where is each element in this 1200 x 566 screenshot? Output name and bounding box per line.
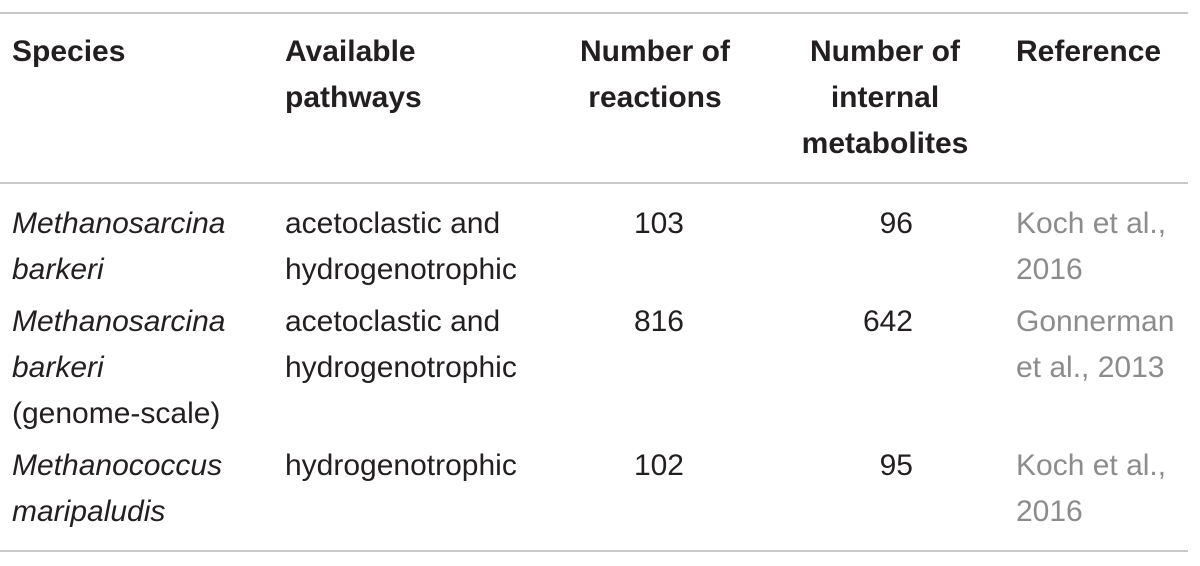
row-1-species-line-2: barkeri bbox=[12, 253, 104, 286]
row-2-species-line-1: Methanosarcina bbox=[12, 305, 226, 338]
row-1-reference-line-2: 2016 bbox=[1016, 253, 1083, 286]
row-3-species: Methanococcus maripaludis bbox=[12, 443, 222, 535]
row-2-species-note: (genome-scale) bbox=[12, 397, 221, 430]
row-3-pathways-line-1: hydrogenotrophic bbox=[285, 449, 517, 482]
row-1-pathways-line-1: acetoclastic and bbox=[285, 207, 501, 240]
row-2-reference-line-1: Gonnerman bbox=[1016, 305, 1175, 338]
row-1-reactions: 103 bbox=[633, 207, 684, 240]
row-3-metabolites: 95 bbox=[879, 449, 913, 482]
row-1-species: Methanosarcina barkeri bbox=[12, 201, 225, 293]
header-reactions-line-2: reactions bbox=[588, 81, 722, 114]
row-2-species-line-2: barkeri bbox=[12, 351, 104, 384]
row-3-species-line-2: maripaludis bbox=[12, 495, 166, 528]
row-1-species-line-1: Methanosarcina bbox=[12, 207, 226, 240]
table-bottom-rule bbox=[0, 550, 1188, 552]
header-reactions-line-1: Number of bbox=[580, 35, 730, 68]
header-reactions: Number of reactions bbox=[560, 29, 750, 121]
row-3-reference-line-1: Koch et al., bbox=[1016, 449, 1167, 482]
row-1-pathways-line-2: hydrogenotrophic bbox=[285, 253, 517, 286]
row-2-pathways-line-2: hydrogenotrophic bbox=[285, 351, 517, 384]
header-metabolites-line-3: metabolites bbox=[801, 127, 969, 160]
row-3-reactions: 102 bbox=[633, 449, 684, 482]
header-rule bbox=[0, 182, 1188, 184]
header-species: Species bbox=[12, 29, 125, 75]
header-metabolites-line-2: internal bbox=[830, 81, 940, 114]
row-1-reference-line-1: Koch et al., bbox=[1016, 207, 1167, 240]
row-3-reference: Koch et al., 2016 bbox=[1016, 443, 1166, 535]
header-metabolites: Number of internal metabolites bbox=[785, 29, 985, 167]
row-2-metabolites: 642 bbox=[862, 305, 913, 338]
header-pathways: Available pathways bbox=[285, 29, 422, 121]
header-pathways-line-1: Available bbox=[285, 35, 416, 68]
row-3-species-line-1: Methanococcus bbox=[12, 449, 223, 482]
row-1-pathways: acetoclastic and hydrogenotrophic bbox=[285, 201, 517, 293]
row-1-reference: Koch et al., 2016 bbox=[1016, 201, 1166, 293]
row-3-pathways: hydrogenotrophic bbox=[285, 443, 517, 489]
table-top-rule bbox=[0, 12, 1188, 14]
row-1-metabolites: 96 bbox=[879, 207, 913, 240]
row-2-pathways-line-1: acetoclastic and bbox=[285, 305, 501, 338]
row-2-species: Methanosarcina barkeri (genome-scale) bbox=[12, 299, 225, 437]
row-2-reference: Gonnerman et al., 2013 bbox=[1016, 299, 1174, 391]
row-3-reference-line-2: 2016 bbox=[1016, 495, 1083, 528]
row-2-reference-line-2: et al., 2013 bbox=[1016, 351, 1165, 384]
header-reference-text: Reference bbox=[1016, 35, 1162, 68]
header-pathways-line-2: pathways bbox=[285, 81, 422, 114]
header-reference: Reference bbox=[1016, 29, 1161, 75]
row-2-pathways: acetoclastic and hydrogenotrophic bbox=[285, 299, 517, 391]
header-species-text: Species bbox=[12, 35, 126, 68]
row-2-reactions: 816 bbox=[633, 305, 684, 338]
header-metabolites-line-1: Number of bbox=[810, 35, 960, 68]
